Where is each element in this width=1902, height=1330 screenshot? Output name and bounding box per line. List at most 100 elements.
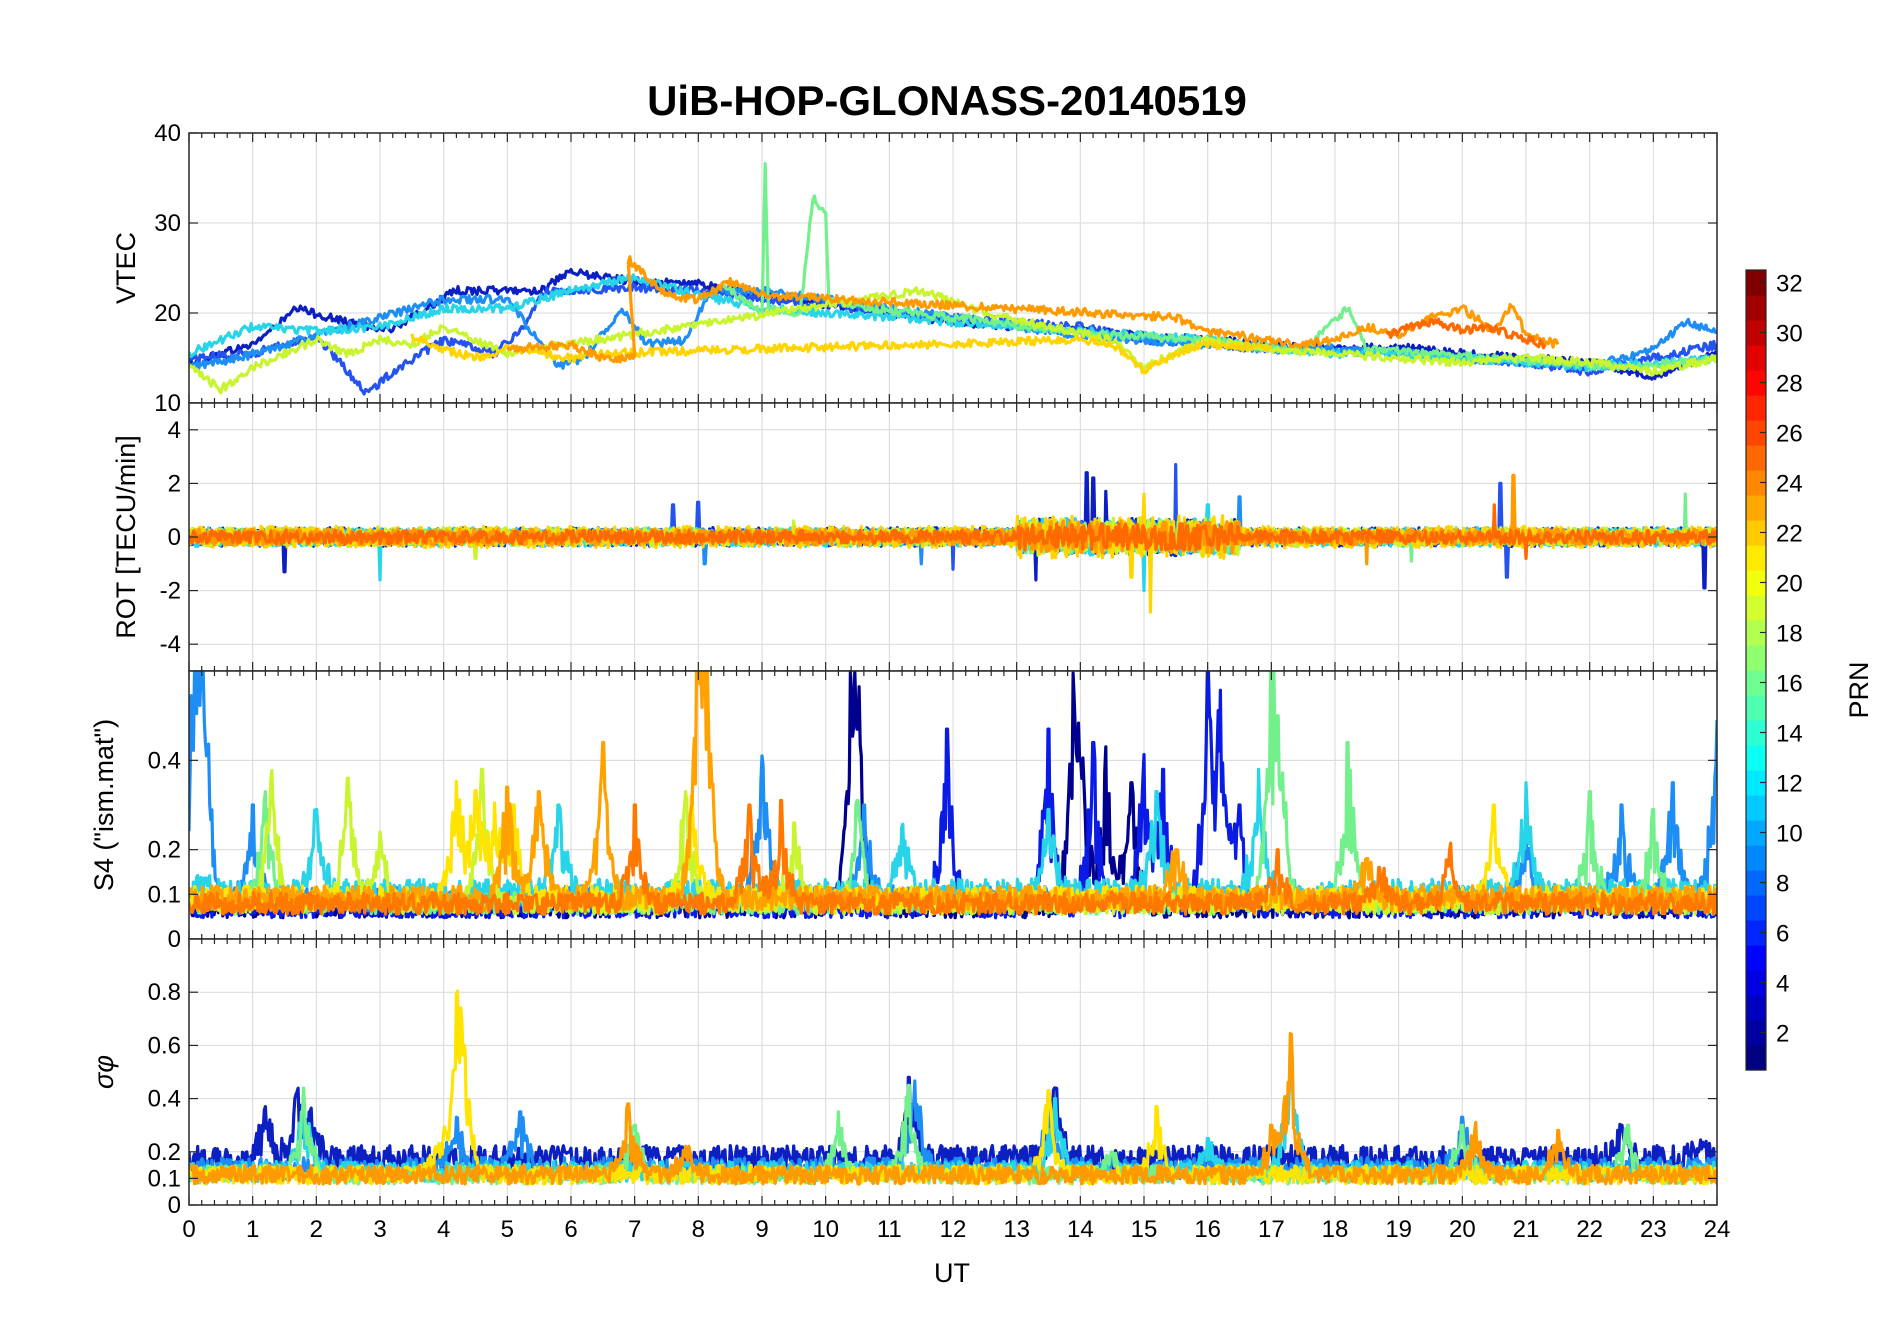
colorbar-frame: [1745, 269, 1767, 1071]
y-tick-label-rot: -4: [160, 631, 181, 658]
x-tick-label: 23: [1640, 1216, 1667, 1243]
colorbar-tick-label: 26: [1776, 421, 1803, 448]
colorbar-swatch: [1746, 620, 1766, 646]
x-tick-label: 0: [182, 1216, 195, 1243]
colorbar-swatch: [1746, 820, 1766, 846]
x-tick-label: 17: [1258, 1216, 1285, 1243]
colorbar-swatch: [1746, 795, 1766, 821]
x-tick-label: 16: [1194, 1216, 1221, 1243]
series-group-sigma: [189, 989, 1717, 1186]
y-axis-label-s4: S4 ("ism.mat"): [89, 719, 119, 891]
colorbar-swatch: [1746, 770, 1766, 796]
x-tick-label: 18: [1322, 1216, 1349, 1243]
y-tick-label-sigma: 0.8: [148, 979, 181, 1006]
colorbar-tick-label: 28: [1776, 371, 1803, 398]
series-line-s4-prn-24: [189, 798, 1717, 916]
colorbar-swatch: [1746, 345, 1766, 371]
colorbar-swatch: [1746, 870, 1766, 896]
chart-title: UiB-HOP-GLONASS-20140519: [647, 77, 1247, 124]
y-tick-label-vtec: 40: [154, 120, 181, 147]
series-line-vtec-prn-21: [410, 333, 1273, 375]
x-tick-label: 24: [1704, 1216, 1731, 1243]
series-line-vtec-prn-23: [506, 255, 1560, 364]
y-axis-label-vtec: VTEC: [111, 232, 141, 304]
ticks-rot: [188, 403, 1718, 671]
y-tick-label-sigma: 0: [168, 1192, 181, 1219]
colorbar-swatch: [1746, 395, 1766, 421]
colorbar-tick-label: 30: [1776, 321, 1803, 348]
colorbar-swatch: [1746, 895, 1766, 921]
y-tick-label-s4: 0.1: [148, 881, 181, 908]
x-tick-label: 12: [940, 1216, 967, 1243]
colorbar-swatch: [1746, 595, 1766, 621]
x-tick-label: 14: [1067, 1216, 1094, 1243]
y-tick-label-vtec: 20: [154, 300, 181, 327]
y-tick-label-s4: 0.4: [148, 747, 181, 774]
y-tick-label-sigma: 0.2: [148, 1139, 181, 1166]
y-tick-label-vtec: 10: [154, 390, 181, 417]
series-line-rot-prn-25: [189, 503, 1717, 560]
colorbar-swatch: [1746, 320, 1766, 346]
y-tick-label-s4: 0: [168, 926, 181, 953]
x-tick-label: 5: [501, 1216, 514, 1243]
x-tick-label: 20: [1449, 1216, 1476, 1243]
series-line-vtec-prn-18: [189, 286, 1717, 395]
colorbar-swatch: [1746, 920, 1766, 946]
colorbar-swatch: [1746, 445, 1766, 471]
x-tick-labels: 0 1 2 3 4 5 6 7 8 9 10 11 12 13 14 15 16 17 18 19 20 21 22 23 24: [182, 1216, 1730, 1243]
y-axis-label-rot: ROT [TECU/min]: [111, 435, 141, 639]
colorbar-swatch: [1746, 270, 1766, 296]
y-tick-label-rot: 0: [168, 524, 181, 551]
x-tick-label: 21: [1513, 1216, 1540, 1243]
colorbar-tick-label: 6: [1776, 921, 1789, 948]
panel-vtec: 10 20 30 40 VTEC: [111, 120, 1718, 417]
colorbar-swatch: [1746, 1045, 1766, 1071]
colorbar-tick-label: 4: [1776, 971, 1789, 998]
y-tick-label-sigma: 0.1: [148, 1165, 181, 1192]
x-tick-label: 7: [628, 1216, 641, 1243]
y-tick-label-rot: 2: [168, 470, 181, 497]
x-tick-label: 11: [877, 1216, 902, 1243]
colorbar-swatch: [1746, 670, 1766, 696]
x-tick-label: 9: [755, 1216, 768, 1243]
x-tick-label: 13: [1003, 1216, 1030, 1243]
colorbar-label: PRN: [1844, 661, 1874, 718]
x-axis-label: UT: [934, 1258, 970, 1288]
series-group-vtec: [189, 162, 1717, 396]
colorbar-tick-label: 18: [1776, 621, 1803, 648]
colorbar-swatch: [1746, 495, 1766, 521]
x-tick-label: 6: [564, 1216, 577, 1243]
x-tick-label: 4: [437, 1216, 450, 1243]
y-tick-label-sigma: 0.6: [148, 1032, 181, 1059]
series-line-sigma-prn-8: [189, 1079, 1717, 1182]
series-group-rot: [189, 463, 1717, 614]
x-tick-label: 3: [373, 1216, 386, 1243]
x-tick-label: 1: [246, 1216, 259, 1243]
colorbar-tick-label: 2: [1776, 1021, 1789, 1048]
y-tick-label-rot: -2: [160, 578, 181, 605]
colorbar-swatch: [1746, 995, 1766, 1021]
colorbar-swatch: [1746, 295, 1766, 321]
colorbar-swatch: [1746, 1020, 1766, 1046]
series-line-vtec-prn-25: [1384, 317, 1547, 350]
colorbar-swatch: [1746, 570, 1766, 596]
colorbar-tick-label: 10: [1776, 821, 1803, 848]
colorbar-tick-label: 12: [1776, 771, 1803, 798]
colorbar-swatch: [1746, 745, 1766, 771]
colorbar-swatch: [1746, 645, 1766, 671]
colorbar-swatch: [1746, 420, 1766, 446]
colorbar-swatch: [1746, 945, 1766, 971]
colorbar-swatch: [1746, 470, 1766, 496]
y-axis-label-sigma: σφ: [89, 1055, 119, 1089]
panel-sigma: 00.10.2 0.4 0.6 0.8 σφ: [89, 938, 1718, 1219]
series-line-sigma-prn-23: [189, 1032, 1717, 1186]
colorbar-swatch: [1746, 695, 1766, 721]
colorbar-swatch: [1746, 845, 1766, 871]
colorbar-tick-label: 22: [1776, 521, 1803, 548]
colorbar-tick-label: 32: [1776, 271, 1803, 298]
colorbar-tick-label: 8: [1776, 871, 1789, 898]
ticks-s4: [188, 671, 1718, 940]
